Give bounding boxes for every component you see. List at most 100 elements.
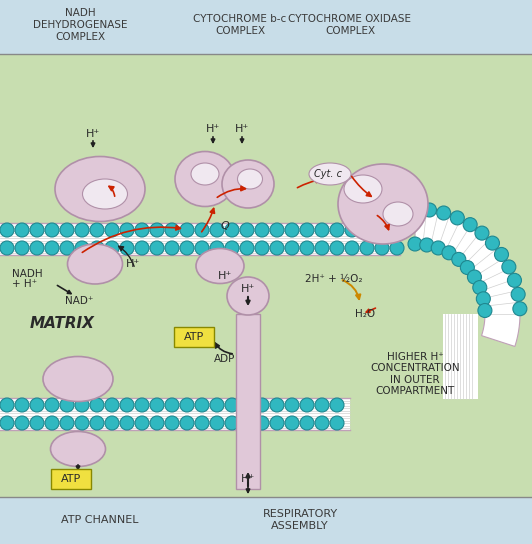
Ellipse shape — [309, 163, 351, 185]
Bar — [236, 314, 260, 489]
Ellipse shape — [82, 179, 128, 209]
Circle shape — [195, 223, 209, 237]
Circle shape — [30, 416, 44, 430]
Text: NADH: NADH — [12, 269, 43, 279]
Circle shape — [180, 398, 194, 412]
Circle shape — [30, 241, 44, 255]
Circle shape — [408, 237, 422, 251]
Circle shape — [180, 416, 194, 430]
Circle shape — [270, 223, 284, 237]
Circle shape — [460, 261, 475, 275]
Circle shape — [30, 223, 44, 237]
Circle shape — [285, 241, 299, 255]
Ellipse shape — [175, 151, 235, 207]
Circle shape — [240, 416, 254, 430]
Text: ATP CHANNEL: ATP CHANNEL — [61, 515, 139, 525]
Text: HIGHER H⁺
CONCENTRATION
IN OUTER
COMPARTMENT: HIGHER H⁺ CONCENTRATION IN OUTER COMPART… — [370, 351, 460, 397]
Text: H₂O: H₂O — [355, 309, 375, 319]
Circle shape — [255, 241, 269, 255]
Circle shape — [150, 398, 164, 412]
Circle shape — [502, 260, 516, 274]
Circle shape — [315, 241, 329, 255]
Circle shape — [75, 398, 89, 412]
Circle shape — [60, 398, 74, 412]
Circle shape — [285, 416, 299, 430]
Circle shape — [135, 241, 149, 255]
Circle shape — [90, 416, 104, 430]
Ellipse shape — [51, 431, 105, 467]
Circle shape — [135, 223, 149, 237]
Text: NADH
DEHYDROGENASE
COMPLEX: NADH DEHYDROGENASE COMPLEX — [33, 8, 127, 41]
Circle shape — [240, 241, 254, 255]
Circle shape — [0, 416, 14, 430]
Bar — [0, 0, 532, 54]
Circle shape — [225, 241, 239, 255]
Circle shape — [240, 223, 254, 237]
Circle shape — [240, 398, 254, 412]
Circle shape — [45, 416, 59, 430]
Circle shape — [0, 241, 14, 255]
Circle shape — [452, 252, 466, 267]
Circle shape — [225, 398, 239, 412]
Ellipse shape — [222, 160, 274, 208]
Polygon shape — [415, 209, 520, 347]
Text: H⁺: H⁺ — [241, 284, 255, 294]
Ellipse shape — [237, 169, 262, 189]
Bar — [443, 314, 478, 399]
Circle shape — [375, 241, 389, 255]
Ellipse shape — [43, 356, 113, 401]
Circle shape — [285, 398, 299, 412]
Text: CYTOCHROME b-c
COMPLEX: CYTOCHROME b-c COMPLEX — [193, 14, 287, 36]
Circle shape — [135, 416, 149, 430]
Circle shape — [120, 241, 134, 255]
Circle shape — [90, 241, 104, 255]
Circle shape — [105, 398, 119, 412]
Text: ATP: ATP — [61, 474, 81, 484]
Circle shape — [225, 416, 239, 430]
Ellipse shape — [68, 244, 122, 284]
Circle shape — [210, 223, 224, 237]
Circle shape — [105, 416, 119, 430]
Circle shape — [478, 304, 492, 318]
Circle shape — [180, 223, 194, 237]
Circle shape — [150, 223, 164, 237]
Circle shape — [165, 398, 179, 412]
Circle shape — [45, 223, 59, 237]
Circle shape — [473, 281, 487, 294]
Text: H⁺: H⁺ — [86, 129, 100, 139]
Bar — [0, 497, 532, 544]
Circle shape — [195, 241, 209, 255]
Circle shape — [475, 226, 489, 240]
Bar — [0, 398, 350, 430]
Circle shape — [463, 218, 477, 232]
Ellipse shape — [55, 157, 145, 221]
Circle shape — [437, 206, 451, 220]
Circle shape — [45, 241, 59, 255]
Circle shape — [300, 223, 314, 237]
Circle shape — [45, 398, 59, 412]
Circle shape — [90, 398, 104, 412]
Circle shape — [165, 241, 179, 255]
Circle shape — [345, 223, 359, 237]
Ellipse shape — [191, 163, 219, 185]
Circle shape — [270, 241, 284, 255]
FancyBboxPatch shape — [51, 469, 91, 489]
Circle shape — [0, 223, 14, 237]
Circle shape — [270, 398, 284, 412]
Circle shape — [315, 223, 329, 237]
Circle shape — [300, 398, 314, 412]
Ellipse shape — [227, 277, 269, 315]
Circle shape — [60, 416, 74, 430]
Text: + H⁺: + H⁺ — [12, 279, 37, 289]
Circle shape — [494, 248, 509, 262]
Text: RESPIRATORY
ASSEMBLY: RESPIRATORY ASSEMBLY — [262, 509, 338, 531]
Circle shape — [360, 223, 374, 237]
Circle shape — [75, 241, 89, 255]
Circle shape — [255, 398, 269, 412]
Circle shape — [508, 273, 521, 287]
Circle shape — [210, 398, 224, 412]
Circle shape — [105, 223, 119, 237]
Circle shape — [300, 241, 314, 255]
Bar — [0, 54, 532, 497]
Circle shape — [135, 398, 149, 412]
